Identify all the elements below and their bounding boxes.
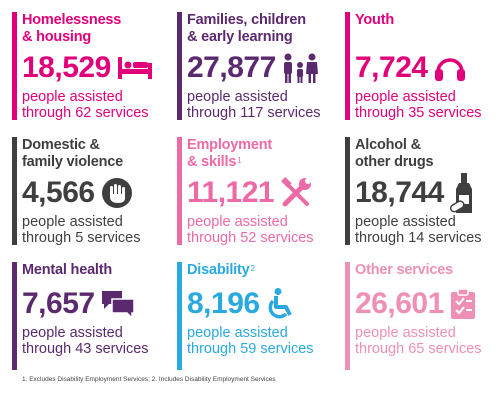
people-count: 18,744 [355, 176, 444, 209]
desc-line: people assisted [187, 325, 288, 341]
accent-bar [345, 262, 350, 370]
services-count: through 43 services [22, 341, 149, 357]
accent-bar [12, 137, 17, 245]
services-count: through 117 services [187, 105, 321, 121]
card-title: Disability2 [187, 262, 255, 278]
wheelchair-icon [266, 288, 296, 320]
desc-line: people assisted [355, 325, 456, 341]
card-mental-health: Mental health 7,657 people assisted thro… [12, 258, 177, 370]
tools-icon [280, 177, 312, 209]
headphones-icon [434, 54, 466, 82]
desc-line: people assisted [22, 89, 123, 105]
card-homelessness: Homelessness & housing 18,529 people assi… [12, 8, 177, 133]
accent-bar [345, 137, 350, 245]
family-icon [282, 53, 318, 83]
accent-bar [177, 12, 182, 120]
card-other-services: Other services 26,601 people assisted [345, 258, 498, 370]
accent-bar [12, 12, 17, 120]
people-count: 7,657 [22, 287, 95, 320]
card-title: Homelessness & housing [22, 12, 122, 45]
card-disability: Disability2 8,196 people assisted throug… [177, 258, 345, 370]
desc-line: people assisted [22, 214, 123, 230]
people-count: 26,601 [355, 287, 444, 320]
bottle-pill-icon [449, 173, 478, 213]
card-title: Employment & skills1 [187, 137, 273, 170]
people-count: 27,877 [187, 51, 276, 84]
bed-icon [117, 57, 153, 79]
card-title: Mental health [22, 262, 113, 278]
desc-line: people assisted [355, 89, 456, 105]
footnote-marker: 2 [250, 264, 255, 273]
services-count: through 59 services [187, 341, 314, 357]
accent-bar [345, 12, 350, 120]
accent-bar [12, 262, 17, 370]
card-title: Other services [355, 262, 453, 278]
card-title: Domestic & family violence [22, 137, 123, 170]
people-count: 18,529 [22, 51, 111, 84]
speech-bubbles-icon [101, 289, 135, 319]
people-count: 7,724 [355, 51, 428, 84]
services-count: through 14 services [355, 230, 482, 246]
card-employment: Employment & skills1 11,121 people assist… [177, 133, 345, 258]
desc-line: people assisted [187, 214, 288, 230]
footnote-marker: 1 [237, 156, 242, 165]
services-count: through 62 services [22, 105, 149, 121]
card-title: Alcohol & other drugs [355, 137, 434, 170]
people-count: 4,566 [22, 176, 95, 209]
card-title: Families, children & early learning [187, 12, 306, 45]
clipboard-icon [450, 288, 476, 320]
footnote: 1. Excludes Disability Employment Servic… [22, 376, 276, 383]
desc-line: people assisted [22, 325, 123, 341]
card-alcohol-drugs: Alcohol & other drugs 18,744 people assis… [345, 133, 498, 258]
services-grid: Homelessness & housing 18,529 people assi… [12, 8, 498, 370]
card-domestic-violence: Domestic & family violence 4,566 people [12, 133, 177, 258]
card-families: Families, children & early learning 27,87… [177, 8, 345, 133]
card-title: Youth [355, 12, 394, 28]
services-count: through 65 services [355, 341, 482, 357]
people-count: 11,121 [187, 176, 275, 209]
card-youth: Youth 7,724 people assisted through 35 s… [345, 8, 498, 133]
accent-bar [177, 137, 182, 245]
services-count: through 35 services [355, 105, 482, 121]
services-count: through 52 services [187, 230, 314, 246]
accent-bar [177, 262, 182, 370]
people-count: 8,196 [187, 287, 260, 320]
desc-line: people assisted [187, 89, 288, 105]
stop-hand-icon [101, 177, 133, 209]
services-count: through 5 services [22, 230, 141, 246]
desc-line: people assisted [355, 214, 456, 230]
